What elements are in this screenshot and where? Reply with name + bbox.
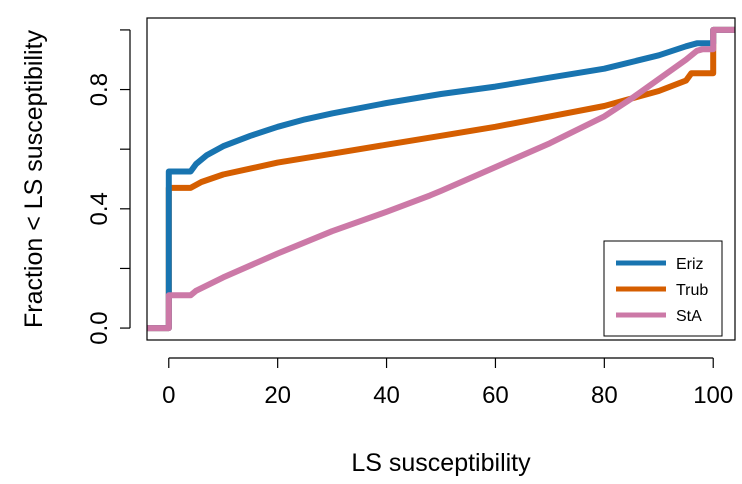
series-layer [147,26,735,332]
x-tick-label: 100 [693,382,733,409]
legend: Eriz Trub StA [603,240,723,337]
axes-layer: 0 20 40 60 80 100 0.0 0.4 0.8 [86,29,733,409]
y-axis-title: Fraction < LS susceptibility [20,29,48,328]
x-tick-label: 60 [482,382,509,409]
series-line-trub [147,26,735,332]
series-line-eriz [147,26,735,332]
legend-label-trub: Trub [676,282,708,299]
x-axis-title: LS susceptibility [351,449,531,477]
x-tick-label: 40 [373,382,400,409]
x-tick-label: 20 [264,382,291,409]
plot-area-frame [146,17,736,341]
legend-label-eriz: Eriz [676,256,704,273]
x-tick-label: 80 [591,382,618,409]
series-line-sta [147,26,735,332]
y-tick-label: 0.4 [86,192,113,225]
legend-label-sta: StA [676,308,702,325]
y-tick-label: 0.8 [86,73,113,106]
x-tick-label: 0 [162,382,175,409]
y-tick-label: 0.0 [86,311,113,344]
